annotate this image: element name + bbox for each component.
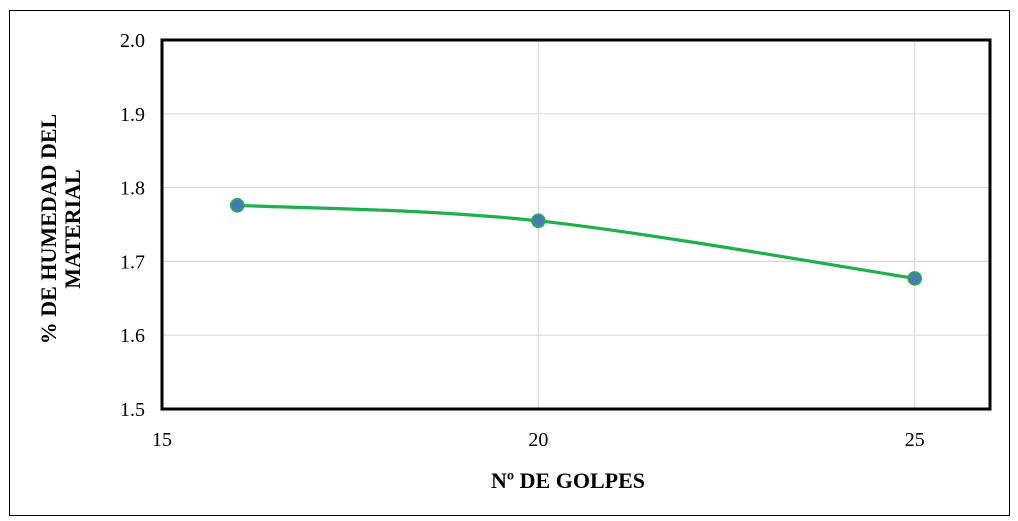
x-tick-labels: 15 20 25 (152, 429, 925, 451)
y-tick-label: 1.8 (120, 178, 145, 200)
y-tick-label: 1.7 (120, 251, 145, 273)
chart-frame (9, 10, 1010, 516)
data-point (907, 271, 923, 286)
y-tick-label: 2.0 (120, 30, 145, 52)
x-axis-title: Nº DE GOLPES (491, 468, 645, 493)
series-line (237, 203, 915, 280)
x-tick-label: 15 (152, 429, 172, 451)
grid (162, 40, 990, 409)
plot-area-border (160, 38, 992, 411)
data-point (531, 213, 546, 229)
y-tick-labels: 1.5 1.6 1.7 1.8 1.9 2.0 (120, 30, 145, 421)
y-tick-label: 1.6 (120, 325, 145, 347)
data-point (229, 198, 245, 213)
y-tick-label: 1.9 (120, 104, 145, 126)
y-axis-title-line-1: % DE HUMEDAD DEL (36, 114, 61, 344)
y-tick-label: 1.5 (120, 399, 145, 421)
x-tick-label: 25 (905, 429, 925, 451)
x-tick-label: 20 (528, 429, 548, 451)
y-axis-title-line-2: MATERIAL (60, 169, 85, 288)
y-axis-title: % DE HUMEDAD DEL MATERIAL (36, 114, 85, 344)
series-layer (229, 198, 923, 286)
